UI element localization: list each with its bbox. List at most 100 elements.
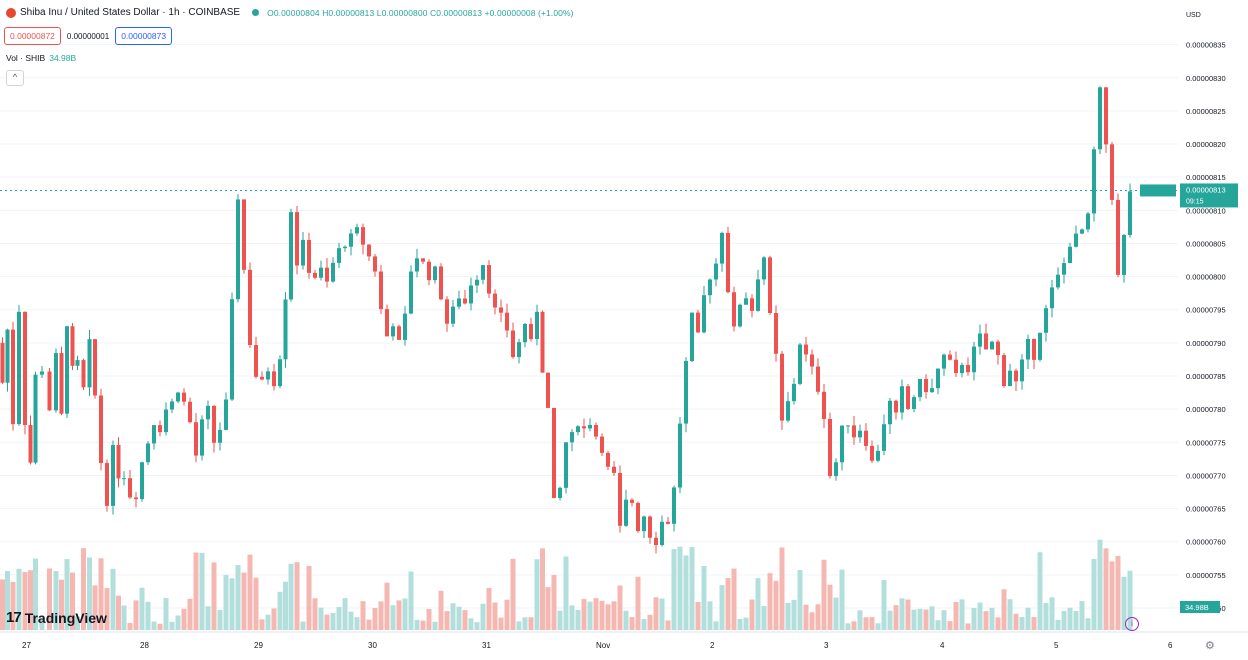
candle-body [218,429,222,443]
volume-bar [486,587,492,630]
candle-body [600,436,604,453]
candle-body [588,425,592,429]
symbol-title[interactable]: Shiba Inu / United States Dollar · 1h · … [20,7,241,18]
candle-body [319,267,323,278]
candle-body [1020,359,1024,382]
candle-body [5,329,10,383]
candle-body [212,405,216,443]
volume-bar [1079,601,1085,630]
candle-body [307,239,311,273]
volume-bar [16,568,22,630]
candle-body [858,430,862,438]
candle-body [337,248,341,263]
volume-bar [169,621,175,630]
volume-bar [450,603,456,630]
volume-bar [623,610,629,630]
volume-bar [677,546,683,630]
volume-bar [121,605,127,630]
candle-body [343,246,347,249]
volume-bar [713,621,719,630]
settings-gear-icon[interactable]: ⚙ [1205,640,1215,652]
candle-body [810,354,814,367]
candle-body [828,418,832,477]
volume-bar [941,610,947,630]
collapse-legend-button[interactable]: ^ [6,70,24,86]
last-price-label: 0.00000813 [1186,185,1226,194]
candle-body [134,497,138,500]
candle-body [505,312,509,331]
volume-value: 34.98B [49,53,77,63]
volume-bar [372,608,378,630]
volume-bar [659,598,665,630]
volume-bar [426,609,432,630]
volume-bar [1031,617,1037,630]
y-tick-label: 0.00000810 [1186,206,1226,215]
y-tick-label: 0.00000755 [1186,571,1226,580]
x-tick-label: 28 [140,641,149,650]
time-axis-bg [0,630,1248,660]
candle-body [984,333,988,350]
candle-body [888,400,892,425]
candle-body [948,354,952,360]
buy-price-button[interactable]: 0.00000873 [115,27,173,45]
x-tick-label: 2 [710,641,715,650]
volume-bar [33,558,38,630]
candle-body [798,344,802,384]
candle-body [313,272,317,278]
candle-body [840,425,844,463]
volume-bar [294,562,300,630]
candle-body [463,298,467,304]
volume-bar [217,609,223,630]
volume-bar [1025,607,1031,630]
volume-bar [995,617,1001,630]
volume-bar [235,565,241,630]
volume-bar [959,599,965,630]
volume-bar [318,607,324,630]
candle-body [846,425,850,427]
candle-body [427,261,431,281]
candle-body [54,353,58,411]
volume-legend: Vol · SHIB 34.98B [6,53,76,63]
candle-body [194,422,198,456]
volume-bar [707,601,713,630]
volume-bar [1061,610,1067,630]
candle-body [918,378,922,398]
candle-body [47,371,52,411]
volume-bar [474,622,480,630]
volume-bar [749,599,755,630]
candle-body [0,342,5,383]
candle-body [242,199,246,270]
candle-body [487,265,491,294]
candle-body [714,263,718,280]
volume-bar [653,597,659,630]
legend-header: Shiba Inu / United States Dollar · 1h · … [6,7,574,18]
volume-bar [133,600,139,630]
y-tick-label: 0.00000790 [1186,339,1226,348]
volume-bar [516,621,522,630]
volume-bar [492,602,498,630]
tradingview-logo[interactable]: 17 TradingView [6,609,107,626]
x-tick-label: 31 [482,641,491,650]
volume-bar [534,559,540,630]
sell-price-button[interactable]: 0.00000872 [4,27,61,45]
candle-body [612,466,616,473]
volume-bar [803,604,809,630]
candle-body [1056,274,1060,288]
candle-body [1032,338,1036,360]
y-tick-label: 0.00000780 [1186,405,1226,414]
candle-body [1050,287,1054,309]
x-tick-label: 29 [254,641,263,650]
candle-body [511,330,515,358]
volume-bar [1103,548,1109,630]
candle-body [283,299,288,360]
candle-body [1092,149,1096,214]
volume-bar [181,608,187,630]
candle-body [1122,235,1126,275]
volume-bar [104,588,110,630]
volume-bar [330,613,336,630]
candle-body [28,424,33,463]
candle-body [636,502,640,532]
shiba-logo-icon [6,7,16,18]
ideas-marker-icon[interactable]: i [1125,617,1139,631]
